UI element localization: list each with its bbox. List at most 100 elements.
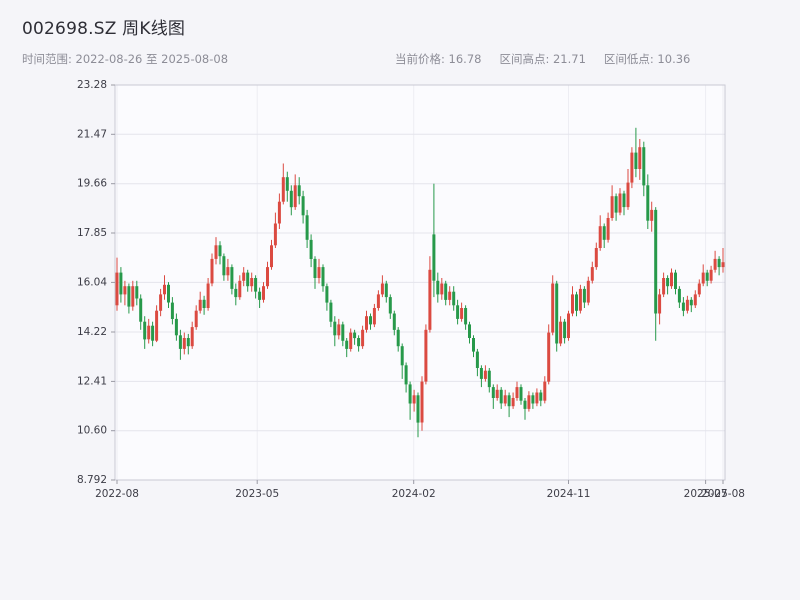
candle [167, 282, 170, 308]
candle [242, 267, 246, 287]
candle [273, 212, 277, 248]
range-low-label: 区间低点: 10.36 [603, 52, 691, 66]
candle [539, 389, 543, 407]
range-high-label: 区间高点: 21.71 [499, 52, 586, 66]
candle [674, 269, 677, 295]
page-title: 002698.SZ 周K线图 [22, 19, 186, 39]
y-axis-tick-label: 14.22 [77, 326, 107, 338]
y-axis-tick-label: 12.41 [77, 375, 107, 387]
candle [325, 283, 329, 311]
candle [642, 141, 646, 197]
y-axis-tick-label: 21.47 [77, 128, 107, 140]
date-range-label: 时间范围: 2022-08-26 至 2025-08-08 [22, 52, 229, 66]
candle [436, 272, 440, 303]
candle [598, 215, 602, 251]
candle [143, 316, 147, 349]
candle [412, 389, 416, 412]
candle [333, 316, 337, 347]
candle [646, 174, 650, 229]
candle [174, 313, 178, 341]
y-axis-tick-label: 10.60 [77, 425, 107, 437]
candle [285, 171, 289, 202]
candle [305, 209, 309, 248]
candle [662, 272, 666, 298]
candle [626, 169, 630, 210]
candle [353, 329, 357, 345]
candle [464, 305, 468, 330]
candle [250, 272, 254, 292]
candle [685, 295, 689, 314]
candle [475, 348, 479, 377]
candle [254, 275, 258, 299]
candle [380, 275, 384, 298]
candle [697, 279, 701, 298]
candle [218, 241, 222, 265]
candle [317, 258, 321, 284]
candle [519, 384, 523, 405]
candle [654, 207, 658, 341]
candle [238, 275, 242, 300]
candle [349, 328, 353, 352]
candle [289, 185, 293, 216]
candle [650, 201, 654, 232]
candle [582, 286, 586, 308]
candle [594, 242, 598, 270]
x-axis-tick-label: 2025-07 [684, 488, 728, 500]
candle [495, 384, 499, 401]
candle [416, 392, 420, 438]
y-axis-tick-label: 8.792 [77, 474, 107, 486]
candle [472, 335, 475, 358]
candle [186, 333, 190, 355]
candle [527, 391, 531, 412]
candle [365, 310, 368, 333]
candle [147, 318, 151, 344]
candle [563, 318, 567, 344]
candle [115, 257, 119, 311]
candle [420, 376, 424, 431]
candle [523, 398, 527, 420]
candle [131, 280, 135, 311]
candle [452, 286, 456, 311]
candle [658, 288, 662, 325]
candle [396, 327, 400, 352]
candle [266, 261, 269, 289]
candle [392, 310, 396, 336]
candle [222, 253, 226, 281]
candle [503, 389, 507, 407]
candle [170, 297, 174, 325]
y-axis-tick-label: 23.28 [77, 79, 107, 91]
candle [483, 365, 487, 382]
candle [262, 282, 265, 303]
candle [246, 269, 250, 292]
candle [440, 278, 444, 300]
candle [701, 264, 705, 287]
candle [693, 290, 697, 308]
candle [206, 278, 210, 311]
candle [709, 265, 713, 284]
candle [602, 223, 606, 248]
candle [119, 267, 123, 303]
candle [456, 299, 460, 325]
candle [194, 305, 198, 330]
candle [578, 284, 582, 314]
candle [444, 280, 448, 306]
x-axis-tick-label: 2024-02 [392, 488, 436, 500]
candle [479, 365, 483, 388]
candle [404, 362, 408, 393]
x-axis-tick-label: 2022-08 [95, 488, 139, 500]
candle [567, 310, 570, 341]
candle [155, 305, 159, 343]
candle [559, 316, 563, 347]
candle [428, 256, 432, 333]
candle [281, 163, 285, 205]
candle [507, 392, 511, 418]
x-axis-tick-label: 2024-11 [547, 488, 591, 500]
candle [123, 280, 127, 306]
candle [135, 280, 139, 306]
candle [499, 387, 503, 409]
candle [551, 275, 555, 336]
candle [376, 290, 380, 311]
candle [357, 335, 361, 352]
candle [293, 174, 297, 210]
candle [400, 343, 404, 379]
